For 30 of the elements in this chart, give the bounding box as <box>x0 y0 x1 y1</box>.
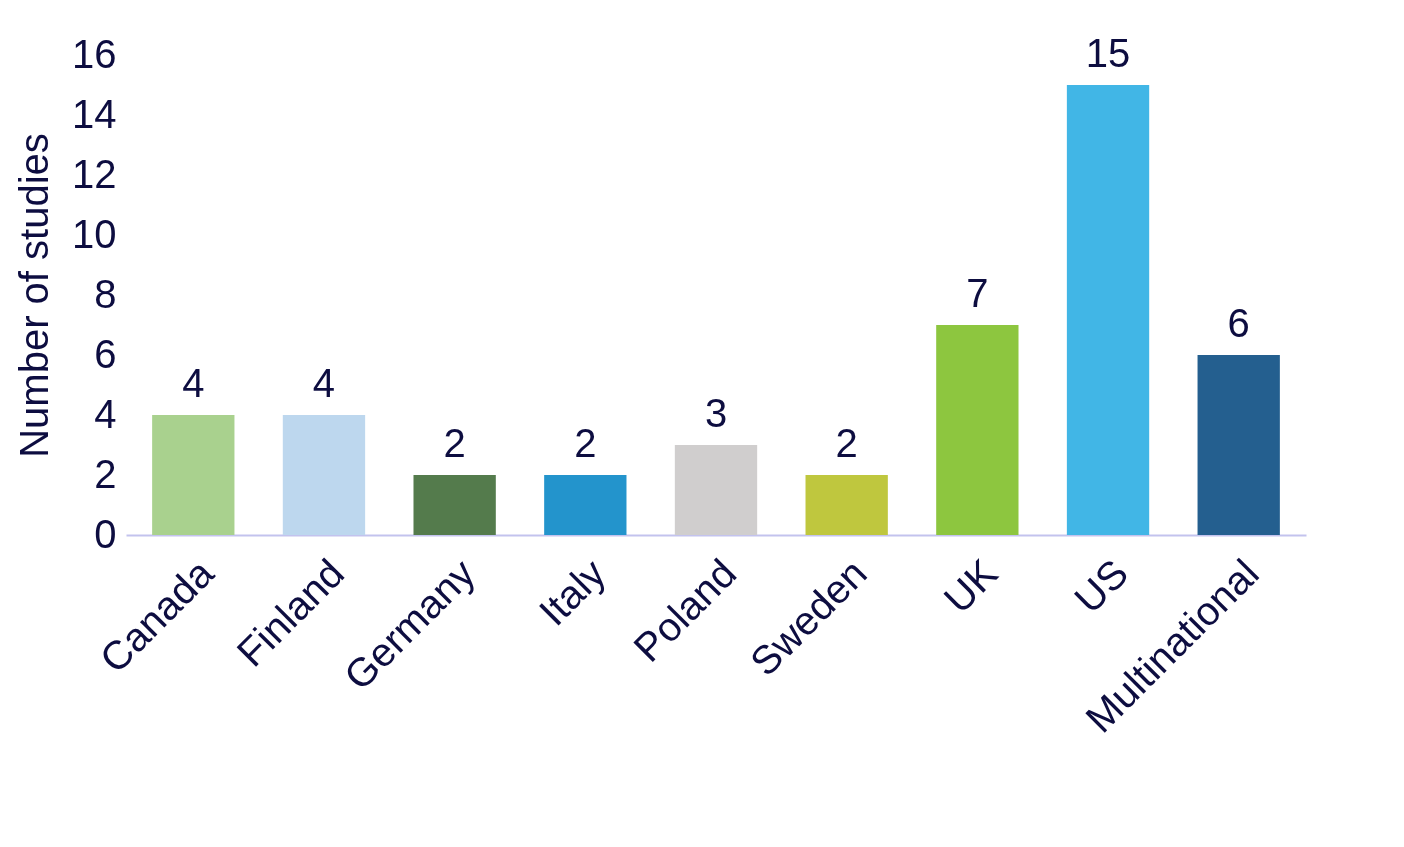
y-tick-label: 6 <box>94 331 117 376</box>
data-label: 15 <box>1085 31 1131 75</box>
bar <box>936 325 1019 535</box>
data-label: 3 <box>704 391 728 435</box>
data-label: 2 <box>835 421 858 465</box>
x-tick-label: Italy <box>530 550 614 634</box>
bar <box>152 415 235 535</box>
data-label: 4 <box>182 361 205 405</box>
x-tick-label: UK <box>935 550 1006 622</box>
bar <box>1066 85 1150 535</box>
data-label: 2 <box>443 421 466 465</box>
y-tick-label: 12 <box>72 151 117 196</box>
data-label: 6 <box>1227 301 1250 345</box>
bar <box>282 415 366 535</box>
y-tick-label: 0 <box>94 511 117 556</box>
data-label: 2 <box>574 421 597 465</box>
y-tick-label: 2 <box>94 451 117 496</box>
y-tick-label: 16 <box>72 31 117 76</box>
y-axis-title: Number of studies <box>12 133 57 458</box>
y-tick-label: 4 <box>94 391 117 436</box>
bar <box>805 475 888 535</box>
bar <box>413 475 496 535</box>
data-label: 4 <box>312 361 336 405</box>
y-tick-label: 8 <box>94 271 117 316</box>
y-tick-label: 14 <box>72 91 117 136</box>
bar <box>544 475 627 535</box>
bar <box>1197 355 1280 535</box>
bar <box>674 445 758 535</box>
y-tick-label: 10 <box>72 211 117 256</box>
data-label: 7 <box>966 271 989 315</box>
